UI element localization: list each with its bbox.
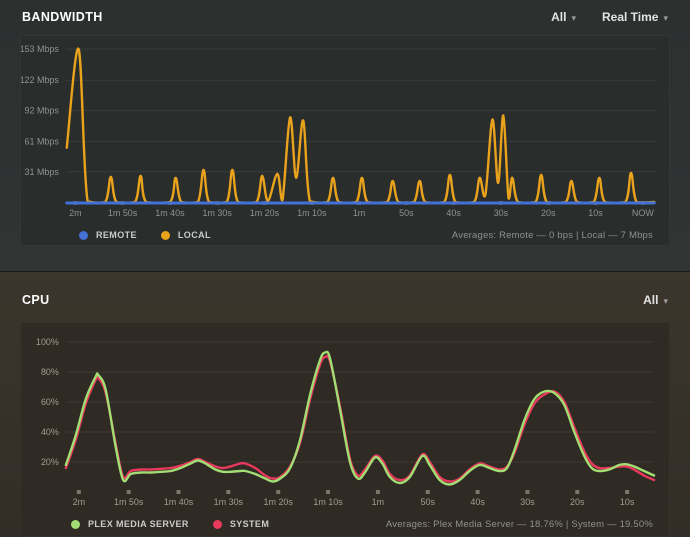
svg-text:1m 30s: 1m 30s: [203, 208, 233, 218]
svg-text:61 Mbps: 61 Mbps: [25, 137, 60, 147]
system-legend-label: SYSTEM: [229, 519, 270, 529]
plex-legend-label: PLEX MEDIA SERVER: [88, 519, 189, 529]
bandwidth-section: BANDWIDTH All ▾ Real Time ▾ 31 Mbps 61 Mb…: [0, 0, 690, 272]
local-legend-dot-icon: [160, 230, 170, 240]
chevron-down-icon: ▾: [571, 12, 576, 23]
legend-item-local[interactable]: LOCAL: [160, 230, 211, 240]
svg-text:1m: 1m: [372, 497, 384, 507]
svg-text:1m 20s: 1m 20s: [264, 497, 294, 507]
chevron-down-icon: ▾: [663, 295, 668, 306]
svg-text:40s: 40s: [446, 208, 461, 218]
cpu-chart: 20% 40% 60% 80% 100% 2m 1m 50s 1m 40s 1m 30s 1m 2…: [36, 337, 656, 507]
cpu-legend: PLEX MEDIA SERVER SYSTEM: [71, 519, 269, 529]
svg-text:10s: 10s: [588, 208, 603, 218]
svg-text:20%: 20%: [41, 457, 59, 467]
svg-text:10s: 10s: [620, 497, 635, 507]
cpu-averages: Averages: Plex Media Server — 18.76% | S…: [385, 518, 653, 530]
cpu-scope-value: All: [643, 293, 659, 307]
svg-text:80%: 80%: [41, 367, 59, 377]
svg-text:2m: 2m: [69, 208, 81, 218]
bandwidth-legend: REMOTE LOCAL: [79, 230, 211, 240]
bandwidth-chart-panel: 31 Mbps 61 Mbps 92 Mbps 122 Mbps 153 Mbps 2m 1…: [20, 35, 670, 246]
bandwidth-timerange-dropdown[interactable]: Real Time ▾: [602, 10, 668, 24]
svg-text:50s: 50s: [399, 208, 414, 218]
svg-text:1m 40s: 1m 40s: [155, 208, 185, 218]
svg-text:100%: 100%: [36, 337, 59, 347]
cpu-chart-footer: PLEX MEDIA SERVER SYSTEM Averages: Plex …: [21, 511, 669, 535]
svg-text:30s: 30s: [494, 208, 509, 218]
bandwidth-chart: 31 Mbps 61 Mbps 92 Mbps 122 Mbps 153 Mbps 2m 1…: [21, 44, 658, 218]
local-legend-label: LOCAL: [177, 230, 211, 240]
svg-text:2m: 2m: [73, 497, 85, 507]
cpu-controls: All ▾: [643, 293, 668, 307]
svg-text:1m 10s: 1m 10s: [313, 497, 343, 507]
svg-text:153 Mbps: 153 Mbps: [21, 44, 59, 54]
svg-text:1m: 1m: [353, 208, 365, 218]
cpu-scope-dropdown[interactable]: All ▾: [643, 293, 668, 307]
remote-legend-label: REMOTE: [96, 230, 137, 240]
svg-text:NOW: NOW: [632, 208, 654, 218]
system-legend-dot-icon: [212, 519, 222, 529]
svg-text:1m 10s: 1m 10s: [297, 208, 327, 218]
svg-text:60%: 60%: [41, 397, 59, 407]
bandwidth-scope-dropdown[interactable]: All ▾: [551, 10, 576, 24]
svg-text:31 Mbps: 31 Mbps: [25, 167, 60, 177]
svg-text:30s: 30s: [520, 497, 535, 507]
cpu-section: CPU All ▾ 20% 40% 60% 80% 100% 2m 1m 50s 1m 40s…: [0, 272, 690, 537]
legend-item-system[interactable]: SYSTEM: [212, 519, 270, 529]
bandwidth-chart-footer: REMOTE LOCAL Averages: Remote — 0 bps | …: [21, 222, 669, 246]
bandwidth-scope-value: All: [551, 10, 567, 24]
bandwidth-timerange-value: Real Time: [601, 10, 659, 24]
legend-item-plex-media-server[interactable]: PLEX MEDIA SERVER: [71, 519, 189, 529]
cpu-chart-panel: 20% 40% 60% 80% 100% 2m 1m 50s 1m 40s 1m 30s 1m 2…: [20, 322, 670, 537]
bandwidth-header: BANDWIDTH All ▾ Real Time ▾: [0, 0, 690, 35]
chevron-down-icon: ▾: [663, 12, 668, 23]
bandwidth-controls: All ▾ Real Time ▾: [551, 10, 668, 24]
svg-text:122 Mbps: 122 Mbps: [21, 75, 59, 85]
svg-text:20s: 20s: [570, 497, 585, 507]
svg-text:40%: 40%: [41, 427, 59, 437]
cpu-header: CPU All ▾: [0, 272, 690, 322]
svg-text:40s: 40s: [470, 497, 485, 507]
svg-text:1m 50s: 1m 50s: [114, 497, 144, 507]
cpu-title: CPU: [22, 293, 50, 307]
svg-text:1m 50s: 1m 50s: [108, 208, 138, 218]
svg-text:50s: 50s: [421, 497, 436, 507]
remote-legend-dot-icon: [79, 230, 88, 240]
bandwidth-title: BANDWIDTH: [22, 10, 103, 24]
svg-text:92 Mbps: 92 Mbps: [25, 105, 60, 115]
legend-item-remote[interactable]: REMOTE: [79, 230, 137, 240]
svg-text:1m 40s: 1m 40s: [164, 497, 194, 507]
svg-text:1m 20s: 1m 20s: [250, 208, 280, 218]
bandwidth-averages: Averages: Remote — 0 bps | Local — 7 Mbp…: [451, 229, 653, 241]
svg-text:20s: 20s: [541, 208, 556, 218]
svg-text:1m 30s: 1m 30s: [214, 497, 244, 507]
plex-legend-dot-icon: [71, 519, 80, 529]
